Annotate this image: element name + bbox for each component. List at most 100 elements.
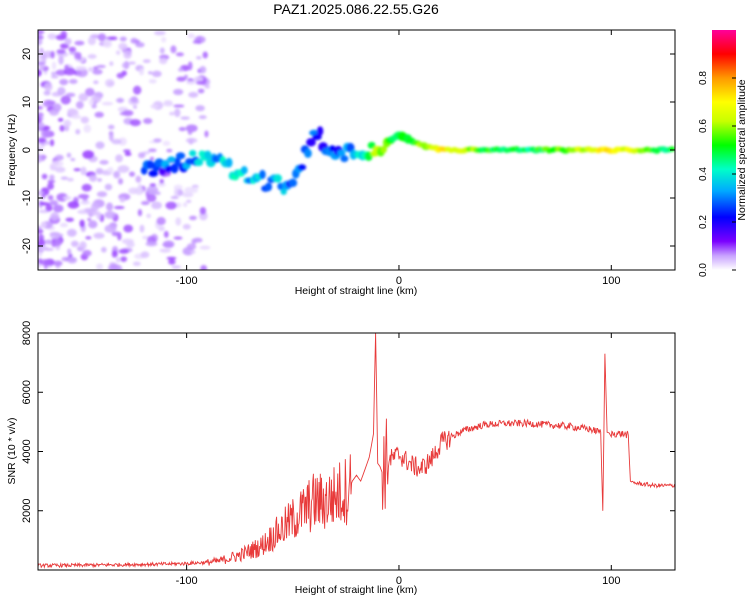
spectrogram-speckle <box>38 228 44 234</box>
spectrogram-speckle <box>130 96 138 103</box>
spectrogram-speckle <box>38 30 45 35</box>
spectrogram-speckle <box>38 61 46 65</box>
spectrogram-speckle <box>45 204 53 212</box>
spectrogram-speckle <box>124 152 132 157</box>
spectrogram-speckle <box>137 183 142 192</box>
spectrogram-speckle <box>129 119 141 127</box>
spectrogram-speckle <box>192 186 198 193</box>
spectrogram-speckle <box>89 174 98 182</box>
spectrogram-speckle <box>118 248 130 254</box>
spectrogram-cell <box>165 165 172 173</box>
spectrogram-speckle <box>75 101 84 109</box>
spectrogram-speckle <box>174 108 181 118</box>
spectrogram-speckle <box>171 265 181 269</box>
spectrogram-speckle <box>147 236 152 243</box>
spectrogram-speckle <box>63 196 72 201</box>
spectrogram-speckle <box>138 152 146 159</box>
spectrogram-speckle <box>117 165 130 173</box>
spectrogram-speckle <box>74 40 85 46</box>
spectrogram-speckle <box>156 217 166 226</box>
spectrogram-speckle <box>146 194 157 203</box>
spectrogram-speckle <box>101 101 114 106</box>
x-tick-label: -100 <box>176 575 198 587</box>
spectrogram-speckle <box>69 79 78 84</box>
spectrogram-speckle <box>44 82 53 92</box>
spectrogram-speckle <box>159 47 165 54</box>
spectrogram-speckle <box>66 228 77 237</box>
spectrogram-speckle <box>204 84 210 89</box>
y-tick-label: -20 <box>21 238 33 254</box>
snr-x-axis-label: Height of straight line (km) <box>295 584 418 596</box>
spectrogram-speckle <box>173 236 183 240</box>
spectrogram-speckle <box>118 137 127 146</box>
x-tick-label: -100 <box>176 275 198 287</box>
spectrogram-speckle <box>192 40 202 44</box>
spectrogram-marks <box>38 30 675 270</box>
snr-series-line <box>38 333 675 569</box>
spectrogram-speckle <box>175 52 185 57</box>
y-tick-label: 8000 <box>21 321 33 345</box>
spectrogram-speckle <box>195 80 207 85</box>
spectrogram-speckle <box>178 127 187 132</box>
spectrogram-speckle <box>123 149 131 153</box>
spectrogram-speckle <box>85 87 95 97</box>
spectrogram-speckle <box>50 212 60 221</box>
spectrogram-speckle <box>38 251 43 257</box>
spectrogram-speckle <box>59 124 65 132</box>
spectrogram-speckle <box>142 235 149 240</box>
spectrogram-speckle <box>97 178 103 182</box>
y-tick-label: -10 <box>21 190 33 206</box>
y-tick-label: 20 <box>21 48 33 60</box>
spectrogram-speckle <box>59 78 69 86</box>
spectrogram-cell <box>337 149 346 157</box>
spectrogram-speckle <box>128 187 139 195</box>
x-tick-label: 0 <box>396 575 402 587</box>
y-tick-label: 4000 <box>21 439 33 463</box>
spectrogram-speckle <box>87 217 92 222</box>
x-tick-label: 100 <box>602 275 620 287</box>
spectrogram-speckle <box>38 116 42 124</box>
spectrogram-speckle <box>119 36 127 42</box>
spectrogram-speckle <box>60 176 69 180</box>
spectrogram-speckle <box>126 241 135 248</box>
spectrogram-speckle <box>80 116 90 124</box>
spectrogram-speckle <box>115 98 125 103</box>
spectrogram-ridge <box>140 126 675 195</box>
spectrogram-speckle <box>47 194 54 201</box>
spectrogram-speckle <box>94 111 104 118</box>
spectrogram-speckle <box>109 36 118 41</box>
spectrogram-speckle <box>132 85 142 95</box>
spectrogram-speckle <box>88 220 98 229</box>
spectrogram-speckle <box>204 130 209 138</box>
spectrogram-speckle <box>65 217 75 222</box>
spectrogram-speckle <box>118 178 124 185</box>
snr-marks <box>38 333 675 569</box>
spectrogram-speckle <box>170 45 177 54</box>
spectrogram-speckle <box>132 261 141 267</box>
spectrogram-speckle <box>166 256 177 260</box>
spectrogram-speckle <box>163 230 169 238</box>
spectrogram-speckle <box>88 67 94 72</box>
spectrogram-cell <box>148 170 159 177</box>
spectrogram-speckle <box>151 201 163 210</box>
spectrogram-speckle <box>107 166 114 173</box>
spectrogram-speckle <box>185 137 198 144</box>
spectrogram-cell <box>297 164 307 171</box>
spectrogram-speckle <box>146 213 152 219</box>
spectrogram-speckle <box>142 59 151 64</box>
spectrogram-speckle <box>182 223 191 230</box>
spectrogram-speckle <box>151 70 162 78</box>
spectrogram-speckle <box>104 224 117 233</box>
spectrogram-cell <box>273 174 282 183</box>
spectrogram-cell <box>174 157 181 168</box>
spectrogram-speckle <box>64 64 69 72</box>
spectrogram-speckle <box>150 104 159 109</box>
spectrogram-speckle <box>38 121 45 130</box>
snr-y-axis-label: SNR (10 * v/v) <box>6 417 18 484</box>
spectrogram-speckle <box>186 199 192 203</box>
spectrogram-speckle <box>91 202 100 212</box>
figure-title: PAZ1.2025.086.22.55.G26 <box>273 1 439 17</box>
snr-plot-area <box>38 333 675 570</box>
spectrogram-speckle <box>38 48 42 52</box>
spectrogram-speckle <box>120 256 128 262</box>
